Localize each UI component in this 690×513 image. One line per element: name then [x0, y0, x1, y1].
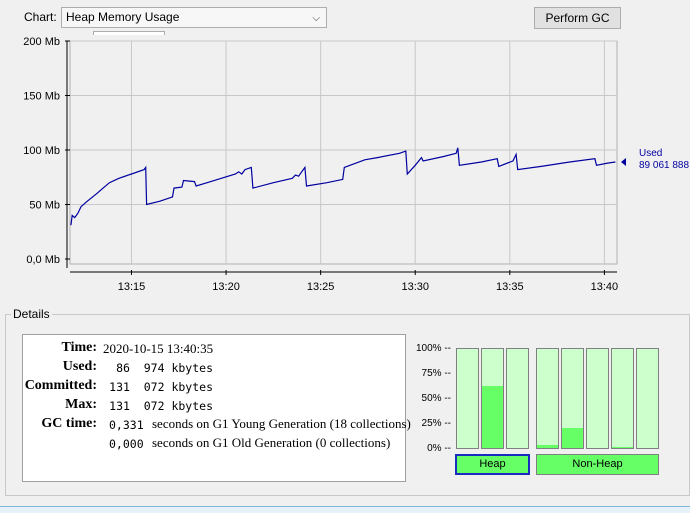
- legend-series-value: 89 061 888: [639, 160, 689, 171]
- used-value: 86 974 kbytes: [116, 361, 213, 375]
- chart-type-select[interactable]: Heap Memory Usage ⌵: [61, 7, 327, 28]
- chart-select-value: Heap Memory Usage: [66, 10, 180, 24]
- perform-gc-button[interactable]: Perform GC: [534, 7, 621, 29]
- heap-button[interactable]: Heap: [455, 454, 530, 475]
- x-tick-label: 13:15: [118, 281, 146, 293]
- legend-series-name: Used: [639, 148, 662, 159]
- nonheap-button[interactable]: Non-Heap: [536, 454, 659, 475]
- gc-old-text: seconds on G1 Old Generation (0 collecti…: [152, 435, 391, 450]
- heap-pool-bar-2[interactable]: [481, 348, 504, 449]
- y-tick-label: 150 Mb: [23, 91, 60, 103]
- chevron-down-icon: ⌵: [312, 13, 320, 24]
- time-value: 2020-10-15 13:40:35: [103, 341, 214, 356]
- x-tick-label: 13:40: [591, 281, 619, 293]
- pct-50-label: 50% --: [421, 393, 451, 404]
- chart-label: Chart:: [24, 10, 57, 24]
- details-info-box: [22, 334, 406, 482]
- pct-0-label: 0% --: [427, 443, 451, 454]
- used-series-line: [70, 147, 616, 226]
- x-tick-label: 13:20: [212, 281, 240, 293]
- details-title: Details: [11, 307, 52, 321]
- chart-grid: [70, 40, 617, 264]
- gc-young-value: 0,331: [109, 418, 144, 432]
- committed-label: Committed:: [24, 378, 97, 393]
- pct-25-label: 25% --: [421, 418, 451, 429]
- x-tick-label: 13:35: [496, 281, 524, 293]
- nonheap-pool-bar-1[interactable]: [536, 348, 559, 449]
- heap-usage-chart: 0,0 Mb 50 Mb 100 Mb 150 Mb 200 Mb 13:15 13:20 1…: [23, 36, 689, 293]
- time-label: Time:: [61, 340, 97, 355]
- pct-75-label: 75% --: [421, 368, 451, 379]
- x-tick-label: 13:30: [401, 281, 429, 293]
- nonheap-pool-bar-3[interactable]: [586, 348, 609, 449]
- gc-young-text: seconds on G1 Young Generation (18 colle…: [152, 416, 411, 431]
- used-label: Used:: [62, 359, 97, 374]
- chart-series: [70, 147, 616, 226]
- y-tick-label: 0,0 Mb: [26, 254, 60, 266]
- nonheap-pool-bar-4[interactable]: [611, 348, 634, 449]
- window-bottom-edge: [0, 506, 690, 513]
- max-value: 131 072 kbytes: [109, 399, 213, 413]
- tab-strip-edge: [93, 31, 165, 35]
- nonheap-pool-bar-5[interactable]: [636, 348, 659, 449]
- gc-old-value: 0,000: [109, 437, 144, 451]
- gc-time-label: GC time:: [41, 416, 97, 431]
- nonheap-pool-bar-2[interactable]: [561, 348, 584, 449]
- committed-value: 131 072 kbytes: [109, 380, 213, 394]
- y-tick-label: 100 Mb: [23, 145, 60, 157]
- y-tick-label: 200 Mb: [23, 36, 60, 48]
- heap-pool-bar-1[interactable]: [456, 348, 479, 449]
- x-tick-label: 13:25: [307, 281, 335, 293]
- y-tick-label: 50 Mb: [29, 200, 60, 212]
- max-label: Max:: [65, 397, 97, 412]
- pct-100-label: 100% --: [415, 343, 451, 354]
- legend-marker-icon: [621, 157, 626, 166]
- chart-axes: 0,0 Mb 50 Mb 100 Mb 150 Mb 200 Mb 13:15 13:20 1…: [23, 36, 618, 293]
- heap-pool-bar-3[interactable]: [506, 348, 529, 449]
- chart-plot-area: [69, 40, 618, 265]
